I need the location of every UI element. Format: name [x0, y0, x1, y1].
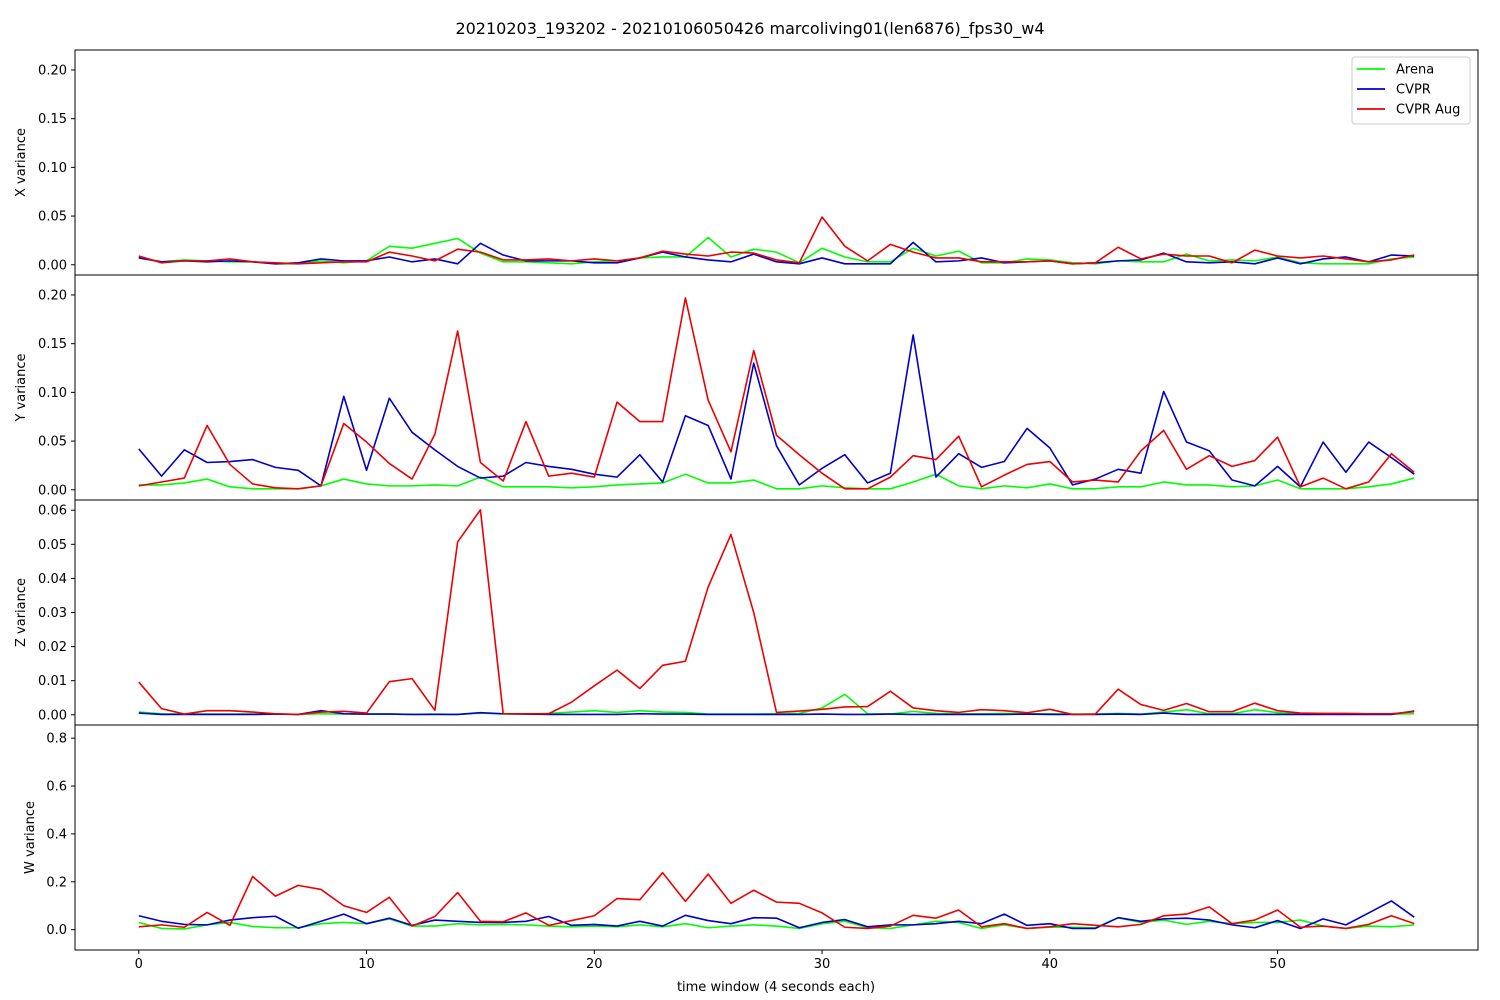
y-tick-label: 0.8: [46, 732, 67, 747]
subplots: 0.000.050.100.150.20X variance0.000.050.…: [14, 49, 1479, 972]
legend-label: CVPR: [1396, 83, 1431, 98]
y-tick-label: 0.6: [46, 780, 67, 795]
series-line-cvpr-aug: [138, 509, 1415, 716]
y-tick-label: 0.0: [46, 923, 67, 938]
y-tick-label: 0.06: [38, 504, 67, 519]
subplot-3: 0.00 0.01 0.02 0.03 0.04 0.05 0.06 Z variance: [14, 499, 1479, 726]
y-tick-label: 0.02: [38, 640, 67, 655]
x-tick-label: 30: [814, 957, 831, 972]
x-tick-label: 50: [1269, 957, 1286, 972]
x-axis-label: time window (4 seconds each): [677, 980, 875, 995]
y-tick-label: 0.05: [38, 538, 67, 553]
series-line-cvpr-aug: [138, 297, 1415, 490]
y-tick-label: 0.00: [38, 258, 67, 273]
series-line-cvpr-aug: [138, 871, 1415, 930]
y-tick-label: 0.10: [38, 386, 67, 401]
y-tick-label: 0.15: [38, 112, 67, 127]
series-line-arena: [138, 473, 1415, 490]
axes-frame: [74, 724, 1479, 951]
x-tick-label: 0: [135, 957, 143, 972]
y-tick-label: 0.00: [38, 483, 67, 498]
y-tick-label: 0.10: [38, 161, 67, 176]
series-line-cvpr: [138, 241, 1415, 265]
y-tick-label: 0.01: [38, 674, 67, 689]
y-tick-label: 0.2: [46, 875, 67, 890]
series-line-cvpr: [138, 709, 1415, 716]
x-tick-label: 10: [358, 957, 375, 972]
series-line-cvpr: [138, 334, 1415, 488]
y-tick-label: 0.15: [38, 337, 67, 352]
y-tick-label: 0.05: [38, 435, 67, 450]
y-tick-label: 0.00: [38, 708, 67, 723]
x-tick-label: 40: [1042, 957, 1059, 972]
series-line-cvpr: [138, 900, 1415, 930]
y-tick-label: 0.05: [38, 210, 67, 225]
chart-title: 20210203_193202 - 20210106050426 marcoli…: [455, 19, 1044, 39]
axes-frame: [74, 274, 1479, 501]
legend-box: [1351, 56, 1471, 125]
y-tick-label: 0.4: [46, 827, 67, 842]
subplot-1: 0.00 0.05 0.10 0.15 0.20 X variance: [14, 49, 1479, 276]
y-axis-label: Y variance: [14, 353, 29, 422]
axes-frame: [74, 499, 1479, 726]
y-tick-label: 0.20: [38, 288, 67, 303]
y-axis-label: W variance: [23, 801, 38, 874]
y-tick-label: 0.03: [38, 606, 67, 621]
y-tick-label: 0.20: [38, 63, 67, 78]
y-axis-label: Z variance: [14, 578, 29, 647]
legend-label: CVPR Aug: [1396, 103, 1460, 118]
y-axis-label: X variance: [14, 128, 29, 197]
legend: Arena CVPR CVPR Aug: [1351, 56, 1471, 125]
subplot-2: 0.00 0.05 0.10 0.15 0.20 Y variance: [14, 274, 1479, 501]
axes-frame: [74, 49, 1479, 276]
x-tick-label: 20: [586, 957, 603, 972]
y-tick-label: 0.04: [38, 572, 67, 587]
legend-label: Arena: [1396, 63, 1434, 78]
subplot-4: 0.0 0.2 0.4 0.6 0.8 0 10 20 30 40 50 W variance: [23, 724, 1479, 972]
series-line-arena: [138, 916, 1415, 930]
series-line-cvpr-aug: [138, 216, 1415, 265]
